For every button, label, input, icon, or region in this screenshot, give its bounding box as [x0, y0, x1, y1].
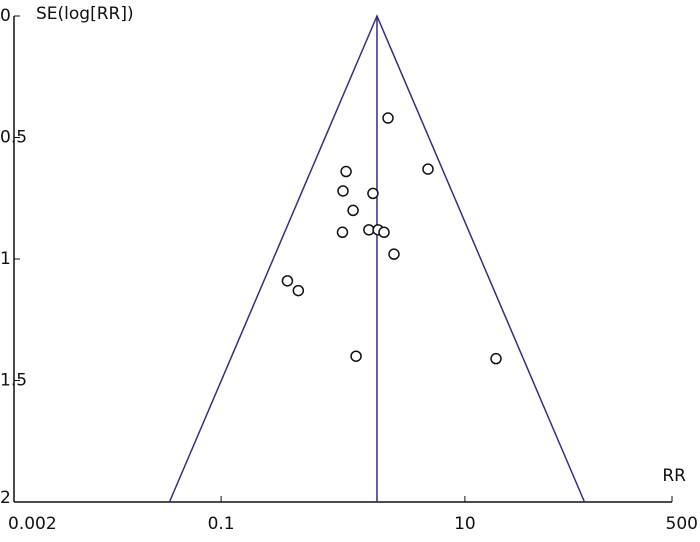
- y-tick-label: 1.5: [0, 371, 27, 391]
- funnel: [168, 14, 586, 503]
- y-axis-label: SE(log[RR]): [36, 4, 134, 24]
- point: [388, 248, 400, 260]
- y-tick-label: 0.5: [0, 128, 27, 148]
- point: [336, 226, 349, 239]
- point: [382, 112, 394, 124]
- point: [292, 284, 305, 297]
- x-tick-label: 0.1: [208, 514, 235, 534]
- x-tick-label: 0.002: [8, 514, 57, 534]
- point: [281, 275, 294, 287]
- y-tick-label: 0: [0, 6, 11, 26]
- x-tick-label: 500: [666, 514, 698, 534]
- point: [490, 352, 502, 365]
- point: [340, 165, 352, 178]
- point: [378, 226, 390, 239]
- x-tick-label: 10: [454, 514, 476, 534]
- point: [337, 185, 349, 197]
- point: [347, 204, 359, 217]
- x-axis-label: RR: [662, 466, 686, 486]
- y-tick-label: 2: [0, 488, 11, 508]
- y-tick-label: 1: [0, 249, 11, 269]
- point: [422, 163, 434, 175]
- point: [367, 187, 379, 200]
- point: [350, 350, 362, 362]
